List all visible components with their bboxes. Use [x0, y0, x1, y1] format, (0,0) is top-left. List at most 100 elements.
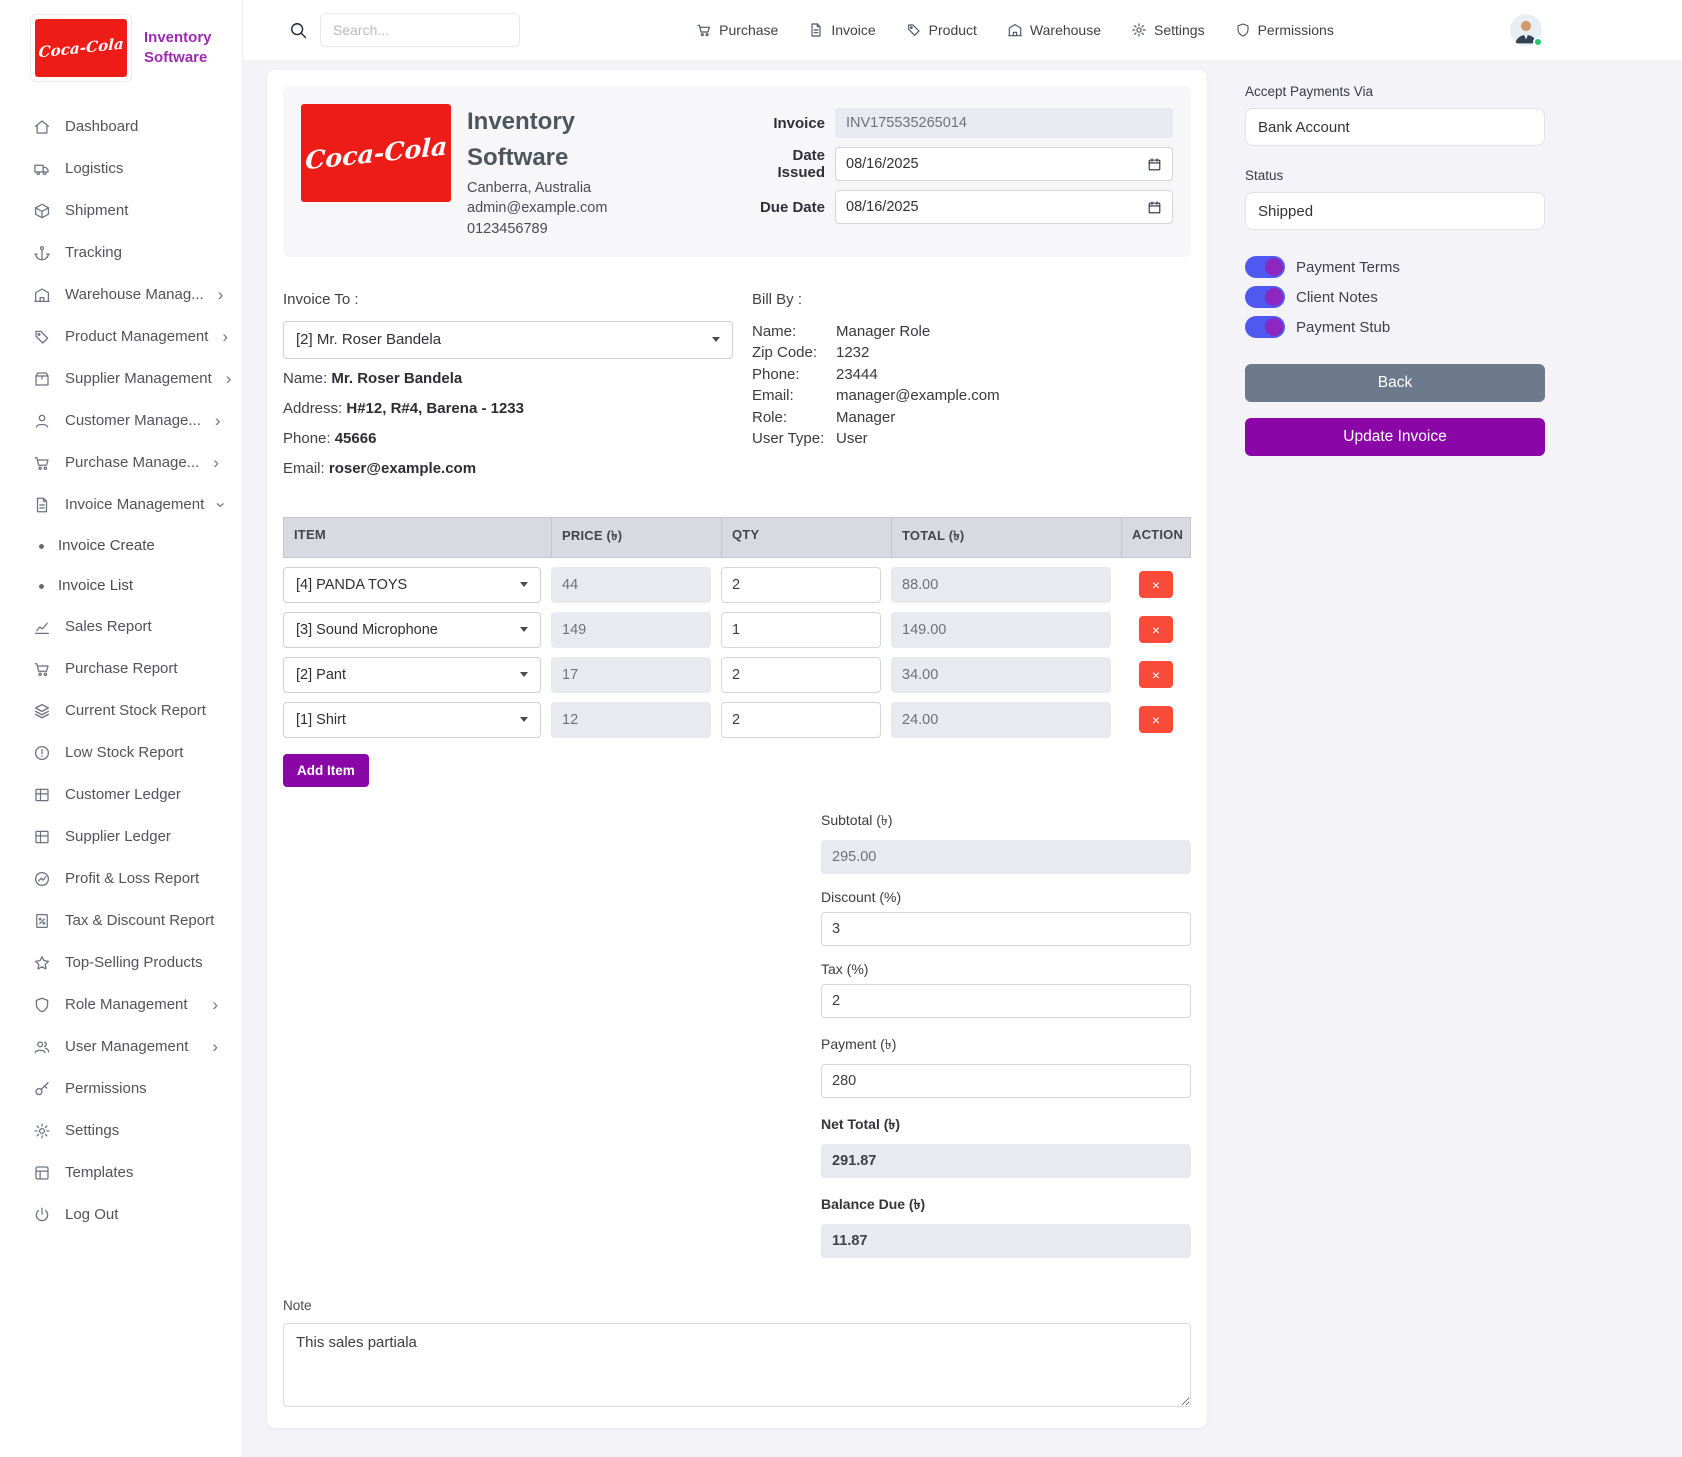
- delete-row-button[interactable]: ×: [1139, 571, 1173, 599]
- sidebar-item-label: Permissions: [65, 1080, 147, 1097]
- avatar[interactable]: [1510, 14, 1543, 47]
- nav-permissions[interactable]: Permissions: [1235, 22, 1334, 38]
- column-header-price: PRICE (৳): [552, 517, 722, 557]
- net-total-label: Net Total (৳): [821, 1115, 901, 1132]
- qty-input[interactable]: [721, 611, 881, 648]
- sidebar-item-current-stock-report[interactable]: Current Stock Report: [0, 690, 242, 732]
- nav-settings[interactable]: Settings: [1131, 22, 1205, 38]
- sidebar-item-role-management[interactable]: Role Management ›: [0, 984, 242, 1026]
- sidebar-item-label: Product Management: [65, 328, 209, 345]
- sidebar-item-tax-discount-report[interactable]: Tax & Discount Report: [0, 900, 242, 942]
- back-button[interactable]: Back: [1245, 364, 1545, 402]
- sidebar-item-permissions[interactable]: Permissions: [0, 1068, 242, 1110]
- sidebar-item-purchase-report[interactable]: Purchase Report: [0, 648, 242, 690]
- status-input[interactable]: [1245, 192, 1545, 230]
- delete-row-button[interactable]: ×: [1139, 706, 1173, 734]
- sidebar-item-templates[interactable]: Templates: [0, 1152, 242, 1194]
- search-icon[interactable]: [288, 20, 308, 40]
- balance-due-group: Balance Due (৳): [821, 1193, 1191, 1258]
- search-input[interactable]: [320, 13, 520, 47]
- person-icon: [33, 412, 51, 430]
- status-label: Status: [1245, 168, 1284, 183]
- sidebar-item-warehouse-management[interactable]: Warehouse Manag... ›: [0, 274, 242, 316]
- nav-product[interactable]: Product: [906, 22, 977, 38]
- logo-text: Coca-Cola: [38, 34, 124, 62]
- payment-input[interactable]: [821, 1063, 1191, 1098]
- company-email: admin@example.com: [467, 200, 608, 217]
- due-date-input[interactable]: [835, 190, 1173, 224]
- coca-cola-logo: Coca-Cola: [35, 19, 127, 77]
- sidebar-item-supplier-ledger[interactable]: Supplier Ledger: [0, 816, 242, 858]
- percent-icon: [33, 912, 51, 930]
- qty-input[interactable]: [721, 701, 881, 738]
- nav-purchase[interactable]: Purchase: [696, 22, 778, 38]
- discount-input[interactable]: [821, 911, 1191, 946]
- date-issued-input[interactable]: [835, 147, 1173, 181]
- toggle-client-notes[interactable]: Client Notes: [1245, 286, 1545, 308]
- toggle-switch[interactable]: [1245, 286, 1285, 308]
- add-item-button[interactable]: Add Item: [283, 753, 369, 787]
- bill-by-title: Bill By :: [752, 290, 803, 308]
- date-issued-value[interactable]: [846, 156, 1147, 172]
- product-icon: [906, 22, 922, 38]
- due-date-value[interactable]: [846, 199, 1147, 215]
- main: Purchase Invoice Product Warehouse Setti…: [243, 0, 1682, 1457]
- sidebar-item-logistics[interactable]: Logistics: [0, 148, 242, 190]
- accept-payments-input[interactable]: [1245, 108, 1545, 146]
- sidebar-item-sales-report[interactable]: Sales Report: [0, 606, 242, 648]
- tax-input[interactable]: [821, 983, 1191, 1018]
- net-total-group: Net Total (৳): [821, 1113, 1191, 1178]
- item-select[interactable]: [4] PANDA TOYS: [283, 566, 541, 603]
- sidebar-item-low-stock-report[interactable]: Low Stock Report: [0, 732, 242, 774]
- balance-due-label: Balance Due (৳): [821, 1195, 926, 1212]
- chevron-down-icon: ›: [212, 502, 232, 508]
- sidebar-item-shipment[interactable]: Shipment: [0, 190, 242, 232]
- nav-invoice[interactable]: Invoice: [808, 22, 876, 38]
- sidebar-item-dashboard[interactable]: Dashboard: [0, 106, 242, 148]
- note-textarea[interactable]: This sales partiala: [283, 1322, 1191, 1407]
- sidebar-item-purchase-management[interactable]: Purchase Manage... ›: [0, 442, 242, 484]
- update-invoice-button[interactable]: Update Invoice: [1245, 418, 1545, 456]
- sidebar-item-supplier-management[interactable]: Supplier Management ›: [0, 358, 242, 400]
- sidebar-item-invoice-management[interactable]: Invoice Management ›: [0, 484, 242, 526]
- sidebar-item-top-selling-products[interactable]: Top-Selling Products: [0, 942, 242, 984]
- nav-warehouse[interactable]: Warehouse: [1007, 22, 1101, 38]
- item-select[interactable]: [3] Sound Microphone: [283, 611, 541, 648]
- toggle-payment-stub[interactable]: Payment Stub: [1245, 316, 1545, 338]
- invoice-to-select[interactable]: [2] Mr. Roser Bandela: [283, 320, 733, 359]
- sidebar-item-settings[interactable]: Settings: [0, 1110, 242, 1152]
- calendar-icon[interactable]: [1147, 157, 1162, 172]
- invoice-header: Coca-Cola Inventory Software Canberra, A…: [283, 86, 1191, 257]
- users-icon: [33, 1038, 51, 1056]
- toggle-switch[interactable]: [1245, 316, 1285, 338]
- chart-icon: [33, 618, 51, 636]
- sidebar-item-invoice-list[interactable]: Invoice List: [0, 566, 242, 606]
- toggle-payment-terms[interactable]: Payment Terms: [1245, 256, 1545, 278]
- calendar-icon[interactable]: [1147, 200, 1162, 215]
- qty-input[interactable]: [721, 656, 881, 693]
- chevron-right-icon: ›: [225, 369, 232, 388]
- sidebar-item-product-management[interactable]: Product Management ›: [0, 316, 242, 358]
- subtotal-input: [821, 839, 1191, 874]
- accept-payments-label: Accept Payments Via: [1245, 84, 1374, 99]
- sidebar-item-customer-ledger[interactable]: Customer Ledger: [0, 774, 242, 816]
- logo-text: Coca-Cola: [304, 131, 448, 175]
- delete-row-button[interactable]: ×: [1139, 616, 1173, 644]
- note-section: Note This sales partiala: [283, 1298, 1191, 1412]
- sidebar-item-customer-management[interactable]: Customer Manage... ›: [0, 400, 242, 442]
- delete-row-button[interactable]: ×: [1139, 661, 1173, 689]
- company-name: Inventory Software: [467, 108, 576, 171]
- bullet-icon: [39, 543, 44, 549]
- toggle-switch[interactable]: [1245, 256, 1285, 278]
- sidebar-item-user-management[interactable]: User Management ›: [0, 1026, 242, 1068]
- customer-email: Email: roser@example.com: [283, 459, 477, 477]
- sidebar-item-profit-loss-report[interactable]: Profit & Loss Report: [0, 858, 242, 900]
- qty-input[interactable]: [721, 566, 881, 603]
- item-select[interactable]: [1] Shirt: [283, 701, 541, 738]
- topbar: Purchase Invoice Product Warehouse Setti…: [243, 0, 1682, 60]
- sidebar-item-tracking[interactable]: Tracking: [0, 232, 242, 274]
- sidebar-item-log-out[interactable]: Log Out: [0, 1194, 242, 1236]
- item-select[interactable]: [2] Pant: [283, 656, 541, 693]
- bill-by-section: Bill By : Name: Manager Role Zip Code: 123…: [752, 291, 1000, 479]
- sidebar-item-invoice-create[interactable]: Invoice Create: [0, 526, 242, 566]
